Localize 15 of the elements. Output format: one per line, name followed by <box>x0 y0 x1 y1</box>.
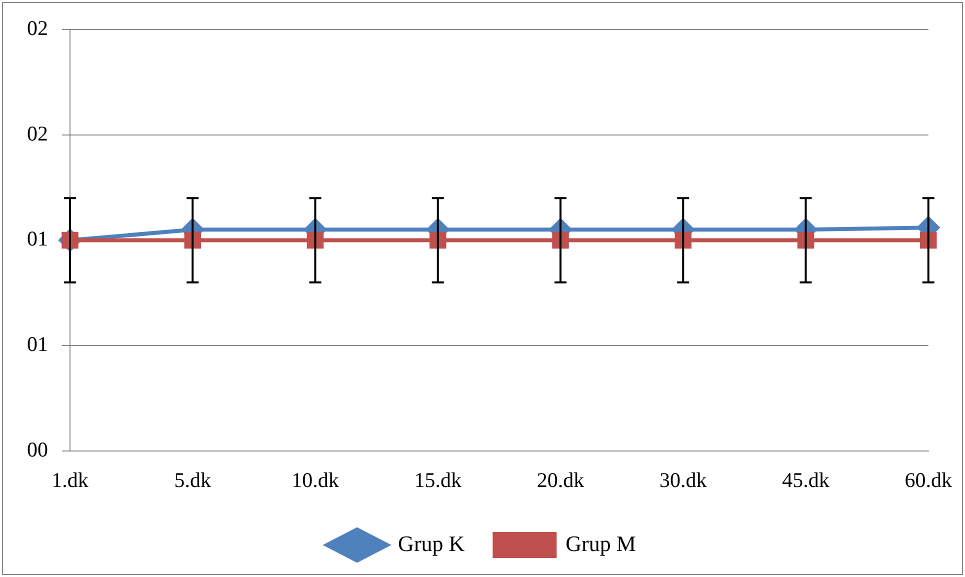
x-tick-label: 1.dk <box>52 468 89 492</box>
x-tick-label: 5.dk <box>174 468 212 492</box>
x-tick-label: 45.dk <box>782 468 830 492</box>
legend-label: Grup K <box>398 530 465 556</box>
y-tick-label: 00 <box>27 437 48 462</box>
y-tick-label: 01 <box>27 332 48 356</box>
x-tick-label: 15.dk <box>414 468 462 492</box>
y-tick-label: 02 <box>27 16 48 40</box>
x-tick-label: 30.dk <box>660 468 708 492</box>
y-tick-label: 01 <box>27 226 48 251</box>
legend-label: Grup M <box>566 530 636 556</box>
y-tick-label: 02 <box>27 121 48 146</box>
x-tick-label: 10.dk <box>292 468 340 492</box>
x-tick-label: 60.dk <box>904 468 952 492</box>
x-tick-label: 20.dk <box>536 468 585 492</box>
